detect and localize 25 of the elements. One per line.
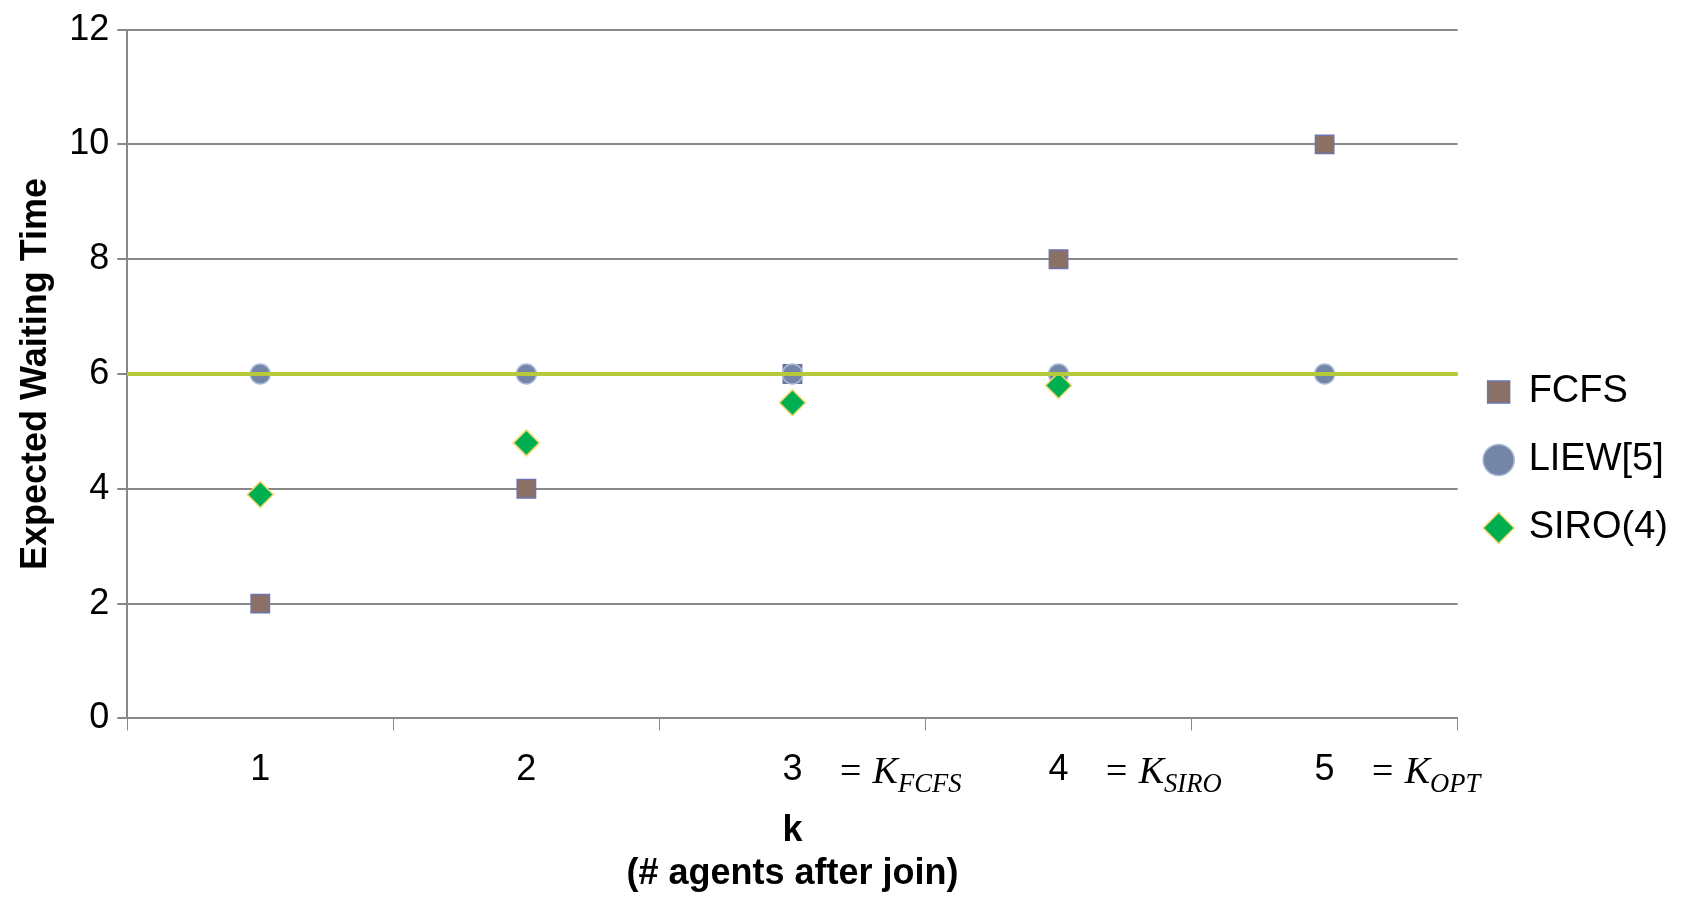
x-tick-label: 1: [250, 746, 271, 788]
x-axis-title: k (# agents after join): [626, 808, 959, 893]
y-axis-title: Expected Waiting Time: [12, 177, 54, 571]
y-tick-label: 12: [69, 6, 110, 48]
y-tick-label: 6: [89, 350, 110, 392]
x-tick-label: 5: [1314, 746, 1335, 788]
y-tick-label: 8: [89, 236, 110, 278]
legend-label: LIEW[5]: [1528, 436, 1664, 479]
point: [1314, 134, 1335, 155]
y-tick-label: 10: [69, 121, 110, 163]
point: [246, 480, 275, 509]
y-tick-label: 0: [89, 695, 110, 737]
y-tick-label: 2: [89, 580, 110, 622]
x-tick-label: 3: [782, 746, 803, 788]
point: [1044, 371, 1073, 400]
point: [250, 593, 271, 614]
x-tick-label: 2: [516, 746, 537, 788]
point: [516, 478, 537, 499]
point: [778, 388, 807, 417]
y-tick-label: 4: [89, 465, 110, 507]
point: [512, 429, 541, 457]
x-tick-label: 4: [1048, 746, 1069, 788]
legend-label: SIRO(4): [1528, 504, 1669, 547]
legend-label: FCFS: [1528, 368, 1628, 411]
point: [1048, 249, 1069, 270]
